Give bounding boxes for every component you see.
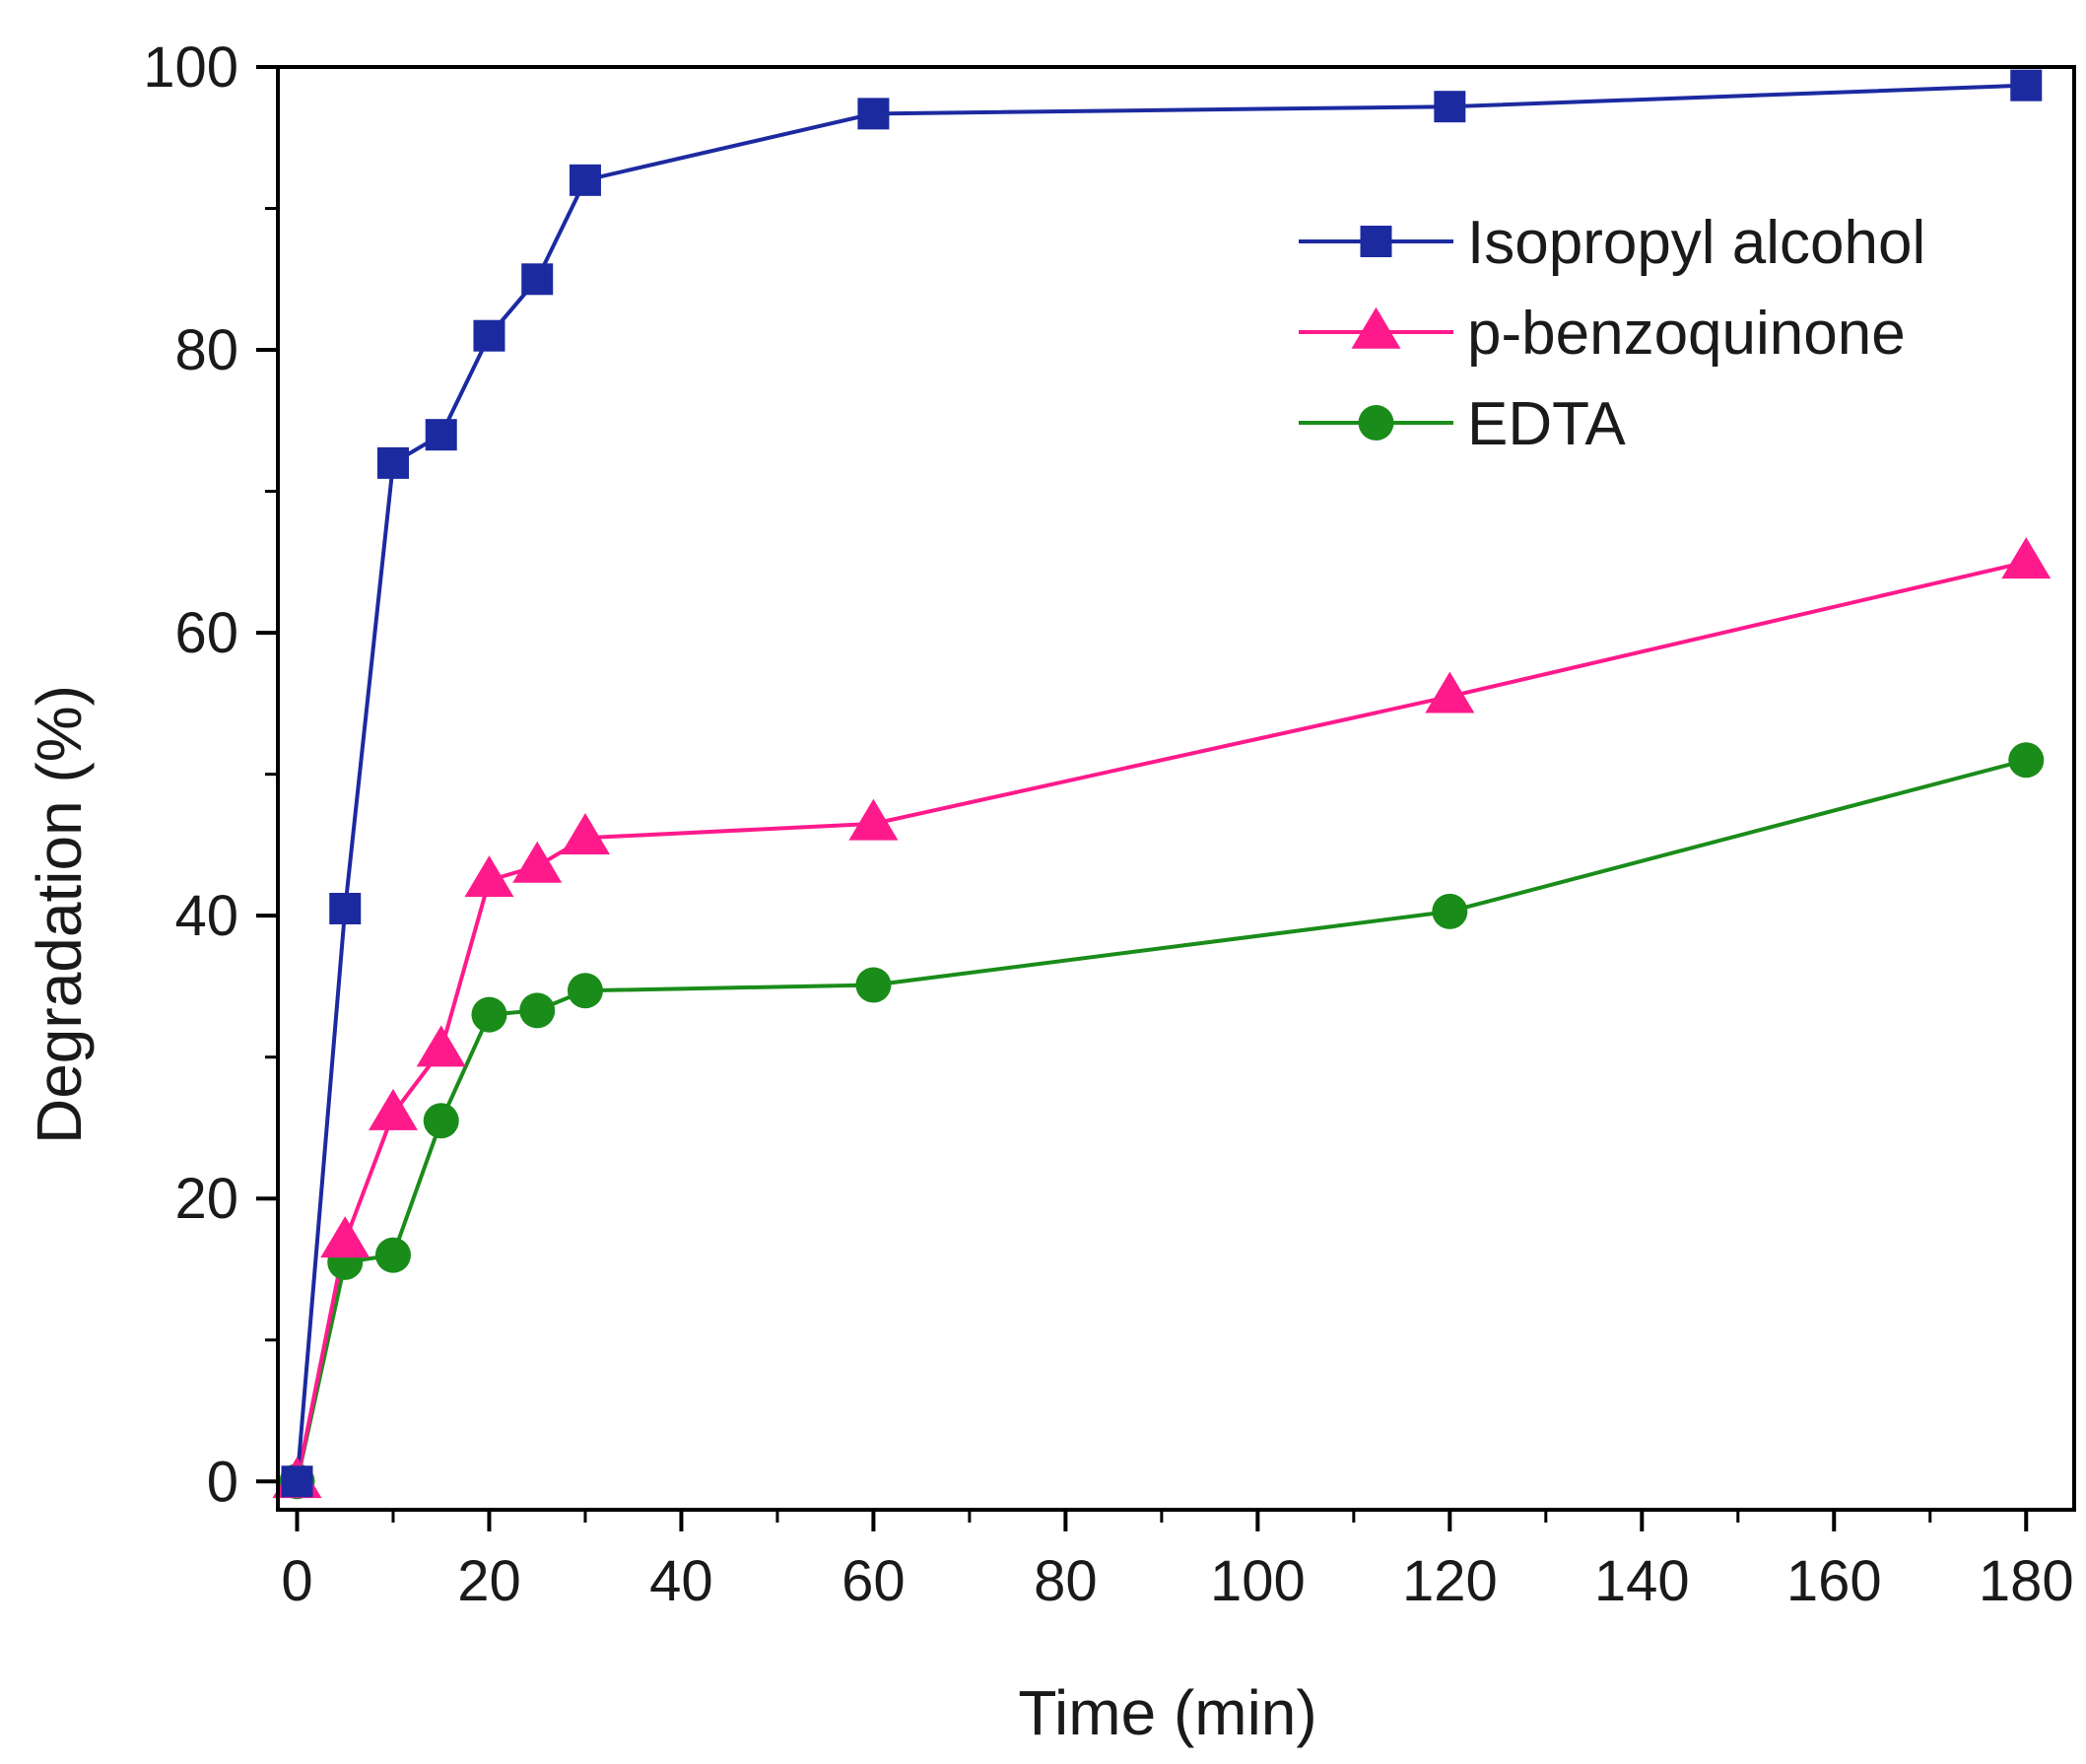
data-point-triangle: [512, 841, 563, 883]
y-tick-label: 20: [174, 1167, 238, 1231]
plot-frame: [276, 65, 2076, 1512]
data-point-circle: [2008, 742, 2045, 779]
legend-marker: [1358, 405, 1394, 441]
y-tick-label: 60: [174, 601, 238, 665]
legend-label: Isopropyl alcohol: [1467, 209, 1925, 277]
data-point-triangle: [464, 855, 514, 898]
data-point-triangle: [368, 1088, 418, 1130]
x-tick-label: 80: [1034, 1549, 1098, 1613]
x-tick-label: 60: [841, 1549, 906, 1613]
data-point-triangle: [560, 813, 610, 855]
y-axis-title: Degradation (%): [24, 685, 95, 1144]
series-line-square: [295, 83, 2027, 1482]
x-tick-label: 160: [1786, 1549, 1882, 1613]
x-tick-label: 120: [1402, 1549, 1498, 1613]
x-tick-label: 20: [457, 1549, 521, 1613]
legend-marker: [1360, 226, 1392, 257]
data-point-triangle: [1425, 671, 1475, 713]
data-point-square: [1434, 91, 1466, 123]
x-tick-label: 140: [1594, 1549, 1690, 1613]
series-line-triangle: [295, 560, 2027, 1482]
data-point-triangle: [416, 1025, 466, 1067]
data-point-circle: [1432, 893, 1468, 929]
y-tick-label: 40: [174, 884, 238, 948]
data-point-square: [425, 419, 457, 451]
data-point-circle: [423, 1103, 459, 1139]
data-point-triangle: [2001, 537, 2052, 579]
data-point-triangle: [320, 1216, 370, 1258]
data-point-circle: [471, 996, 507, 1033]
series-line-circle: [295, 758, 2027, 1482]
data-point-square: [521, 263, 554, 296]
x-tick-label: 180: [1979, 1549, 2074, 1613]
y-tick-label: 80: [174, 318, 238, 382]
data-point-square: [281, 1465, 313, 1498]
data-point-square: [329, 893, 362, 924]
legend-marker: [1351, 306, 1401, 349]
data-point-square: [376, 446, 409, 479]
y-tick-label: 100: [143, 35, 238, 100]
data-point-circle: [519, 992, 556, 1029]
plot-lines: [295, 83, 2027, 1482]
data-point-square: [857, 98, 890, 130]
data-point-circle: [567, 973, 603, 1009]
x-tick-label: 40: [649, 1549, 713, 1613]
plot-markers: [272, 69, 2052, 1500]
legend-label: p-benzoquinone: [1467, 300, 1906, 368]
x-tick-label: 0: [281, 1549, 312, 1613]
data-point-square: [2010, 69, 2043, 102]
legend: Isopropyl alcohol p-benzoquinone EDTA: [1299, 209, 1925, 458]
x-tick-label: 100: [1210, 1549, 1306, 1613]
data-point-triangle: [848, 798, 899, 841]
legend-label: EDTA: [1467, 390, 1626, 458]
data-point-square: [473, 319, 505, 352]
data-point-circle: [374, 1237, 411, 1273]
data-point-square: [569, 164, 601, 196]
data-point-circle: [855, 967, 892, 1003]
y-tick-label: 0: [207, 1450, 238, 1514]
x-axis-title: Time (min): [1018, 1677, 1316, 1748]
axes: 0 20 40 60 80 100 120 140 160 180 0 20 40 60 80 100: [143, 35, 2076, 1613]
